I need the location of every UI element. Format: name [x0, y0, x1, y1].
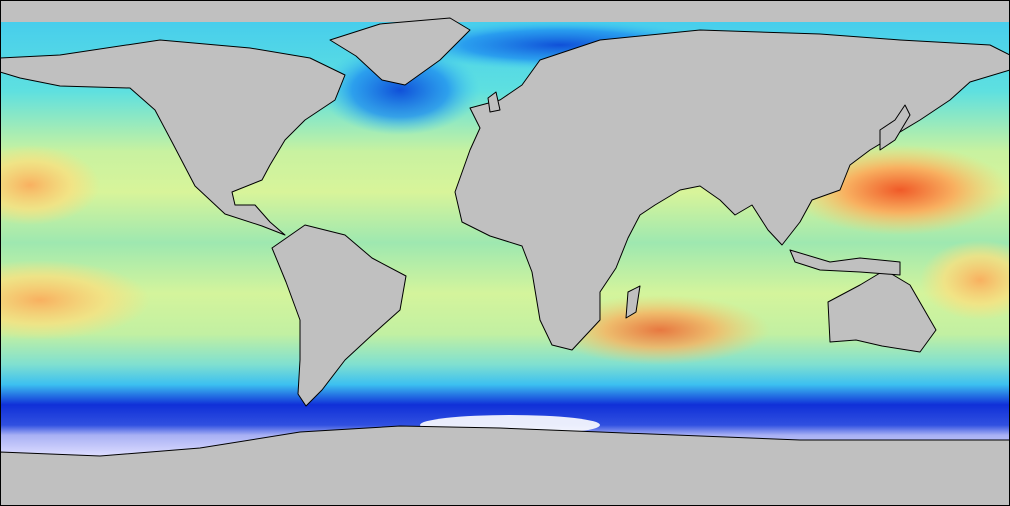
- warm-region: [550, 295, 770, 365]
- britain: [487, 91, 501, 113]
- australia: [827, 269, 937, 353]
- greenland: [329, 17, 471, 86]
- eurasia-africa: [454, 29, 1010, 351]
- north-america: [0, 39, 346, 236]
- south-america: [271, 224, 407, 407]
- antarctica: [0, 425, 1010, 506]
- warm-region: [0, 260, 150, 340]
- cold-region: [320, 45, 480, 135]
- warm-region: [0, 145, 100, 225]
- warm-region: [920, 240, 1010, 320]
- indonesia: [789, 249, 901, 276]
- arctic: [0, 0, 1010, 22]
- madagascar: [625, 285, 641, 319]
- japan: [879, 104, 911, 151]
